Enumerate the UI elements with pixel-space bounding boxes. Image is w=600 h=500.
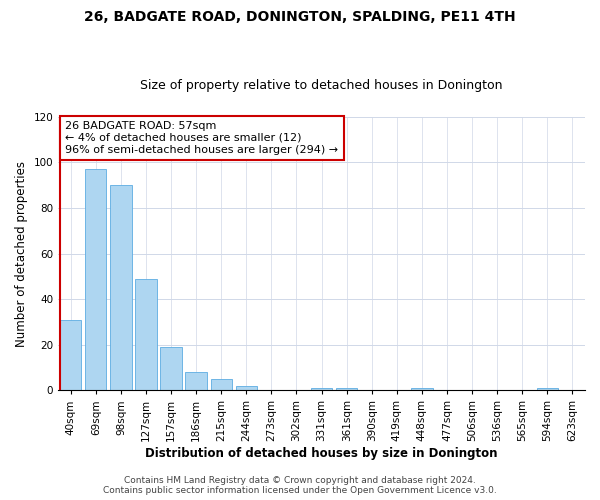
Y-axis label: Number of detached properties: Number of detached properties <box>15 160 28 346</box>
Bar <box>211 379 232 390</box>
Bar <box>411 388 433 390</box>
Bar <box>160 347 182 391</box>
Bar <box>136 278 157 390</box>
X-axis label: Distribution of detached houses by size in Donington: Distribution of detached houses by size … <box>145 447 498 460</box>
Text: 26 BADGATE ROAD: 57sqm
← 4% of detached houses are smaller (12)
96% of semi-deta: 26 BADGATE ROAD: 57sqm ← 4% of detached … <box>65 122 338 154</box>
Bar <box>60 320 82 390</box>
Text: 26, BADGATE ROAD, DONINGTON, SPALDING, PE11 4TH: 26, BADGATE ROAD, DONINGTON, SPALDING, P… <box>84 10 516 24</box>
Bar <box>311 388 332 390</box>
Bar <box>85 169 106 390</box>
Bar <box>110 185 131 390</box>
Text: Contains HM Land Registry data © Crown copyright and database right 2024.
Contai: Contains HM Land Registry data © Crown c… <box>103 476 497 495</box>
Bar <box>336 388 358 390</box>
Bar <box>185 372 207 390</box>
Bar <box>236 386 257 390</box>
Title: Size of property relative to detached houses in Donington: Size of property relative to detached ho… <box>140 79 503 92</box>
Bar <box>537 388 558 390</box>
